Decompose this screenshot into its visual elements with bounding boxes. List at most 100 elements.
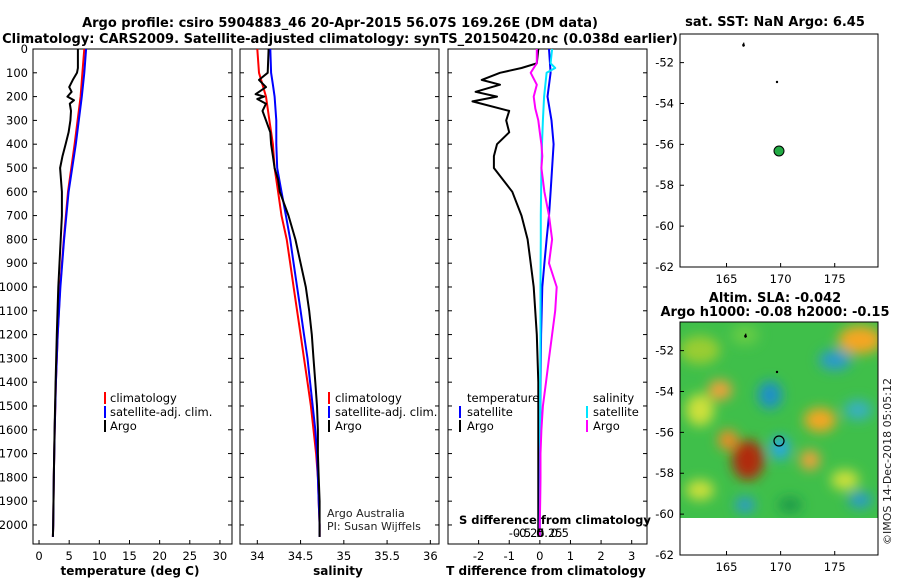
lon-tick-label: 165: [716, 272, 738, 286]
depth-tick-label: 100: [6, 66, 28, 80]
depth-tick-label: 0: [21, 42, 28, 56]
depth-tick-label: 700: [6, 209, 28, 223]
x-tick-label: 2: [597, 549, 604, 563]
s-difference-label: S difference from climatology: [459, 513, 651, 527]
temperature-series: [51, 48, 88, 537]
lat-tick-label: -62: [655, 260, 674, 274]
depth-tick-label: 1800: [0, 470, 28, 484]
x-tick-label: 35: [337, 549, 352, 563]
x-tick-label: 34: [250, 549, 265, 563]
secondary-x-tick-label: -0.25: [515, 526, 545, 540]
map-axis-ticks: -52 -54 -56 -58 -60 -62 165 170 175 -52 -54 -56 -58 -…: [655, 56, 845, 574]
depth-tick-label: 500: [6, 161, 28, 175]
float-location-marker: [773, 145, 785, 157]
difference-xlabel: T difference from climatology: [446, 564, 646, 578]
lat-tick-label: -52: [655, 344, 674, 358]
x-tick-label: 0: [35, 549, 42, 563]
legend-t-argo-label: Argo: [467, 419, 494, 433]
depth-tick-label: 1400: [0, 375, 28, 389]
island-dot: [775, 370, 779, 374]
series-line-argo: [254, 48, 321, 537]
legend-s-argo-label: Argo: [593, 419, 620, 433]
island-shape: [744, 333, 747, 338]
temperature-xlabel: temperature (deg C): [61, 564, 200, 578]
x-tick-label: 25: [182, 549, 197, 563]
lat-tick-label: -58: [655, 178, 674, 192]
lon-tick-label: 170: [770, 272, 792, 286]
depth-tick-label: 2000: [0, 518, 28, 532]
sla-heatmap: [680, 322, 878, 518]
depth-tick-label: 1500: [0, 399, 28, 413]
lat-tick-label: -62: [655, 548, 674, 562]
x-tick-label: 20: [152, 549, 167, 563]
x-tick-label: 15: [122, 549, 137, 563]
island-shape: [742, 42, 745, 47]
depth-tick-label: 1100: [0, 304, 28, 318]
depth-tick-label: 400: [6, 137, 28, 151]
x-tick-label: 3: [628, 549, 635, 563]
lon-tick-label: 165: [716, 560, 738, 574]
legend-argo-label: Argo: [110, 419, 137, 433]
salinity-panel-frame: [239, 48, 440, 545]
difference-series: [471, 48, 558, 537]
lon-tick-label: 170: [770, 560, 792, 574]
secondary-x-tick-label: 0.25: [537, 526, 563, 540]
legend-s-satellite-label: satellite: [593, 405, 639, 419]
x-tick-label: 36: [423, 549, 438, 563]
sla-map-title-1: Altim. SLA: -0.042: [709, 291, 841, 306]
sst-map-title: sat. SST: NaN Argo: 6.45: [685, 15, 865, 30]
x-tick-label: -1: [503, 549, 514, 563]
lat-tick-label: -60: [655, 507, 674, 521]
depth-tick-label: 600: [6, 185, 28, 199]
lat-tick-label: -54: [655, 384, 674, 398]
depth-tick-label: 800: [6, 232, 28, 246]
depth-tick-label: 200: [6, 90, 28, 104]
legend-satellite-label: satellite-adj. clim.: [335, 405, 437, 419]
series-line-argo: [51, 49, 79, 537]
depth-tick-label: 1600: [0, 423, 28, 437]
depth-tick-label: 1200: [0, 328, 28, 342]
legend-climatology-label: climatology: [335, 391, 402, 405]
x-tick-label: 34.5: [288, 549, 314, 563]
series-line-temperature-argo: [471, 48, 540, 537]
temperature-panel-frame: [32, 48, 233, 545]
depth-tick-label: 1300: [0, 351, 28, 365]
pi-note: PI: Susan Wijffels: [327, 520, 421, 533]
sst-map: [742, 42, 785, 157]
argo-australia-note: Argo Australia: [327, 507, 405, 520]
depth-axis-labels: 0 100 200 300 400 500 600 700 800 900 1000 1100 1200…: [0, 42, 647, 532]
title-line-2: Climatology: CARS2009. Satellite-adjuste…: [2, 32, 678, 47]
lat-tick-label: -58: [655, 466, 674, 480]
lat-tick-label: -54: [655, 96, 674, 110]
lat-tick-label: -56: [655, 137, 674, 151]
depth-tick-label: 300: [6, 113, 28, 127]
x-tick-label: 0: [536, 549, 543, 563]
salinity-series: [254, 48, 321, 537]
legend-climatology-label: climatology: [110, 391, 177, 405]
sla-map-frame: [679, 321, 879, 556]
legend-satellite-label: satellite-adj. clim.: [110, 405, 212, 419]
x-tick-label: 30: [213, 549, 228, 563]
lon-tick-label: 175: [824, 560, 846, 574]
x-tick-label: 1: [567, 549, 574, 563]
float-location-marker: [773, 435, 785, 447]
lat-tick-label: -56: [655, 425, 674, 439]
x-tick-label: 35.5: [374, 549, 400, 563]
island-dot: [775, 80, 779, 84]
depth-tick-label: 1000: [0, 280, 28, 294]
secondary-x-tick-label: 0: [536, 526, 543, 540]
legend-t-satellite-label: satellite: [467, 405, 513, 419]
legend-salinity-heading: salinity: [593, 391, 634, 405]
depth-tick-label: 1700: [0, 447, 28, 461]
depth-tick-label: 900: [6, 256, 28, 270]
depth-tick-label: 1900: [0, 494, 28, 508]
secondary-x-tick-label: 0.5: [551, 526, 569, 540]
title-line-1: Argo profile: csiro 5904883_46 20-Apr-20…: [82, 16, 598, 31]
sst-map-frame: [679, 33, 879, 268]
legend-temperature-heading: temperature: [467, 391, 539, 405]
sla-map-title-2: Argo h1000: -0.08 h2000: -0.15: [660, 305, 889, 320]
x-tick-label: 5: [66, 549, 73, 563]
x-tick-label: 10: [92, 549, 107, 563]
x-axis-ticks: 0 5 10 15 20 25 30 34 34.5 35 35.5 36 -2 -1 0 1 2 3 -0.5-0…: [35, 526, 635, 563]
series-line-salinity-argo: [529, 49, 558, 537]
